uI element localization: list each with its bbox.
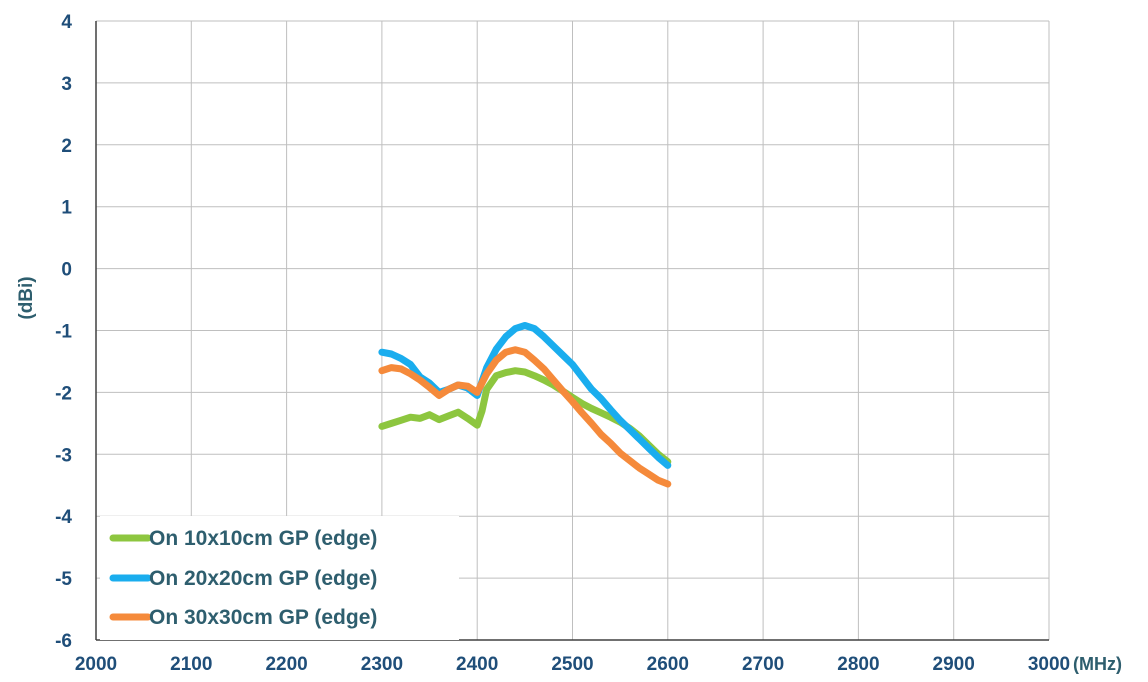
x-tick-label: 2900 bbox=[933, 654, 975, 675]
y-tick-labels: 4 3 2 1 0 -1 -2 -3 -4 -5 -6 bbox=[55, 12, 72, 652]
x-tick-label: 2000 bbox=[75, 654, 117, 675]
x-tick-label: 2100 bbox=[170, 654, 212, 675]
x-tick-label: 2200 bbox=[265, 654, 307, 675]
y-tick-label: 2 bbox=[61, 136, 72, 157]
x-tick-label: 2300 bbox=[361, 654, 403, 675]
y-tick-label: -5 bbox=[55, 569, 72, 590]
series-lines bbox=[378, 322, 672, 488]
x-tick-label: 3000 bbox=[1028, 654, 1070, 675]
y-tick-label: 3 bbox=[61, 74, 72, 95]
y-tick-label: -2 bbox=[55, 383, 72, 404]
y-tick-label: -6 bbox=[55, 631, 72, 652]
y-tick-label: -4 bbox=[55, 507, 72, 528]
y-tick-label: 4 bbox=[61, 12, 72, 33]
x-tick-labels: 2000 2100 2200 2300 2400 2500 2600 2700 2800 2900… bbox=[75, 654, 1070, 675]
y-axis-label: (dBi) bbox=[16, 276, 37, 319]
y-tick-label: -1 bbox=[55, 322, 72, 343]
legend-entry-label: On 30x30cm GP (edge) bbox=[149, 606, 377, 629]
x-axis-unit-label: (MHz) bbox=[1073, 654, 1122, 674]
y-tick-label: 1 bbox=[61, 198, 72, 219]
x-tick-label: 2500 bbox=[551, 654, 593, 675]
x-tick-label: 2600 bbox=[647, 654, 689, 675]
x-tick-label: 2700 bbox=[742, 654, 784, 675]
x-tick-label: 2800 bbox=[837, 654, 879, 675]
legend: On 10x10cm GP (edge) On 20x20cm GP (edge)… bbox=[100, 516, 459, 640]
legend-entry-label: On 10x10cm GP (edge) bbox=[149, 527, 377, 550]
x-tick-label: 2400 bbox=[456, 654, 498, 675]
y-tick-label: 0 bbox=[61, 260, 72, 281]
y-tick-label: -3 bbox=[55, 445, 72, 466]
series-line-3 bbox=[378, 346, 672, 488]
legend-entry-label: On 20x20cm GP (edge) bbox=[149, 567, 377, 590]
legend-box bbox=[100, 516, 459, 640]
